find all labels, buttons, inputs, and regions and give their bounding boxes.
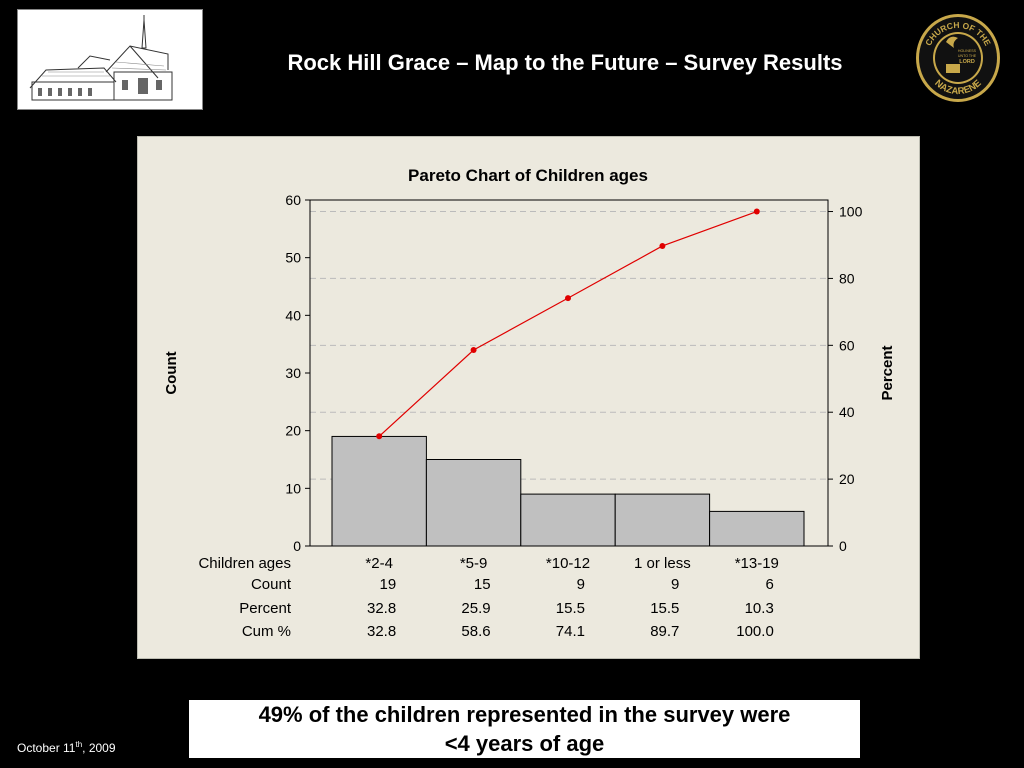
y-axis-right-label: Percent [879, 345, 896, 400]
y-right-tick-label: 80 [839, 270, 855, 286]
summary-callout: 49% of the children represented in the s… [189, 700, 860, 758]
y-right-tick-label: 20 [839, 471, 855, 487]
table-cell-category: *10-12 [546, 555, 590, 572]
bar-4 [614, 493, 711, 547]
bar-3 [520, 493, 616, 547]
y-left-tick-label: 20 [285, 423, 301, 439]
bar-5 [709, 510, 805, 547]
logo-motto-line-2: UNTO THE [958, 54, 977, 58]
table-cell-percent: 15.5 [650, 600, 679, 617]
pareto-chart-panel: Pareto Chart of Children ages 0 10 20 30 40 5… [137, 136, 920, 659]
table-cell-category: *2-4 [365, 555, 393, 572]
table-row-label-cumulative: Cum % [242, 623, 291, 640]
pareto-chart: Pareto Chart of Children ages 0 10 20 30 40 5… [163, 166, 896, 640]
table-row-label-category: Children ages [198, 555, 291, 572]
bar-2 [425, 459, 522, 547]
callout-line-1: 49% of the children represented in the s… [258, 702, 791, 727]
date-year: , 2009 [82, 741, 116, 755]
y-right-tick-label: 0 [839, 538, 847, 554]
flame-icon [946, 36, 958, 48]
y-right-tick-label: 60 [839, 337, 855, 353]
table-cell-percent: 15.5 [556, 600, 585, 617]
y-right-tick-label: 100 [839, 204, 863, 220]
table-cell-percent: 32.8 [367, 600, 396, 617]
table-cell-category: *13-19 [735, 555, 779, 572]
cumulative-point-5 [753, 208, 760, 215]
table-cell-count: 15 [474, 576, 491, 593]
table-cell-cumulative: 74.1 [556, 623, 585, 640]
logo-ring-bottom-text: NAZARENE [932, 78, 983, 97]
table-cell-cumulative: 89.7 [650, 623, 679, 640]
table-row-label-count: Count [251, 576, 292, 593]
book-icon [946, 64, 960, 73]
callout-line-2: <4 years of age [444, 731, 605, 756]
church-building-image [17, 9, 203, 110]
bar-1 [331, 435, 427, 547]
date-suffix: th [75, 740, 83, 749]
cumulative-percent-line [378, 210, 758, 437]
y-left-tick-label: 40 [285, 307, 301, 323]
nazarene-logo: CHURCH OF THE NAZARENE HOLINESS UNTO THE… [914, 12, 1002, 104]
presentation-date: October 11th, 2009 [17, 740, 116, 755]
chart-title: Pareto Chart of Children ages [408, 166, 648, 185]
cumulative-point-4 [659, 242, 666, 249]
table-row-label-percent: Percent [239, 600, 292, 617]
y-left-tick-label: 50 [285, 250, 301, 266]
y-left-tick-label: 60 [285, 192, 301, 208]
slide-title: Rock Hill Grace – Map to the Future – Su… [287, 50, 843, 75]
church-building-drawing [29, 15, 173, 101]
table-cell-cumulative: 32.8 [367, 623, 396, 640]
cumulative-point-3 [565, 295, 571, 302]
table-cell-percent: 25.9 [461, 600, 490, 617]
table-cell-category: 1 or less [634, 555, 691, 572]
y-left-tick-label: 30 [285, 365, 301, 381]
table-cell-cumulative: 58.6 [461, 623, 490, 640]
table-cell-count: 6 [765, 576, 773, 593]
table-cell-category: *5-9 [460, 555, 488, 572]
date-day: October 11 [17, 741, 76, 755]
y-left-tick-label: 10 [285, 480, 301, 496]
table-cell-percent: 10.3 [745, 600, 774, 617]
table-cell-count: 9 [671, 576, 679, 593]
y-axis-left-label: Count [163, 351, 180, 394]
table-cell-count: 9 [577, 576, 585, 593]
logo-motto-line-1: HOLINESS [958, 49, 977, 53]
cumulative-point-2 [470, 347, 477, 354]
table-cell-count: 19 [380, 576, 397, 593]
table-cell-cumulative: 100.0 [736, 623, 774, 640]
y-right-tick-label: 40 [839, 404, 855, 420]
cumulative-point-1 [376, 433, 383, 440]
logo-motto-line-3: LORD [959, 59, 975, 65]
y-left-tick-label: 0 [293, 538, 301, 554]
